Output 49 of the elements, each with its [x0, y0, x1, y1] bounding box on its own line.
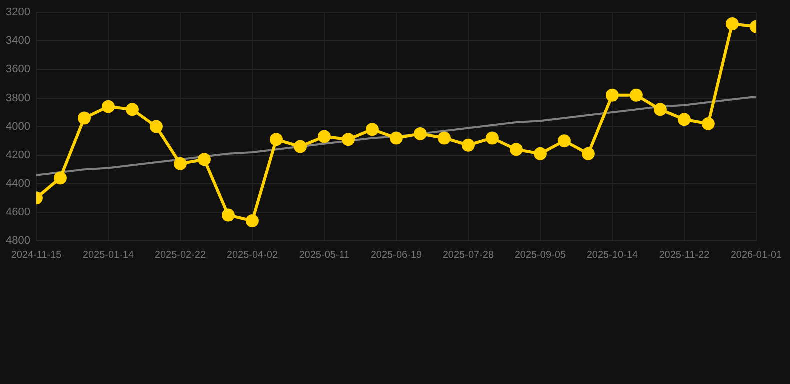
y-tick-label: 4600 [6, 206, 30, 218]
point [366, 123, 379, 136]
point [198, 153, 211, 166]
point [342, 133, 355, 146]
point [270, 133, 283, 146]
point [462, 138, 475, 152]
point [174, 157, 187, 170]
y-tick-label: 4400 [6, 178, 30, 190]
point [606, 88, 619, 102]
point [654, 103, 667, 116]
y-tick-label: 3200 [6, 6, 30, 19]
point [78, 112, 91, 125]
point [486, 132, 499, 145]
x-tick-label: 2025-10-14 [586, 250, 638, 261]
point [246, 214, 259, 228]
point [678, 113, 691, 126]
point [126, 103, 139, 116]
y-tick-label: 4800 [6, 235, 30, 248]
point [510, 143, 523, 156]
x-tick-label: 2025-11-22 [659, 250, 710, 261]
point [414, 127, 427, 140]
point [222, 208, 235, 222]
x-tick-label: 2025-01-14 [82, 250, 134, 261]
y-tick-label: 3800 [6, 92, 30, 104]
point [534, 147, 547, 160]
point [294, 140, 307, 154]
y-tick-label: 4000 [6, 120, 30, 133]
point [390, 132, 403, 145]
y-tick-label: 4200 [6, 149, 30, 162]
point [630, 88, 643, 102]
y-tick-label: 3400 [6, 35, 30, 48]
x-tick-label: 2025-09-05 [514, 250, 566, 261]
point [558, 134, 571, 148]
point [318, 130, 331, 144]
x-tick-label: 2025-05-11 [299, 250, 350, 261]
point [438, 132, 451, 145]
point [54, 172, 67, 185]
point [702, 117, 715, 130]
point [726, 18, 739, 31]
x-tick-label: 2026-01-01 [730, 250, 782, 261]
x-tick-label: 2024-11-15 [11, 250, 62, 261]
x-tick-label: 2025-07-28 [442, 250, 494, 261]
point [102, 100, 115, 114]
x-tick-label: 2025-02-22 [154, 250, 206, 261]
point [150, 120, 163, 134]
y-tick-label: 3600 [6, 64, 30, 76]
x-tick-label: 2025-04-02 [226, 250, 278, 261]
point [582, 147, 595, 160]
x-tick-label: 2025-06-19 [370, 250, 422, 261]
